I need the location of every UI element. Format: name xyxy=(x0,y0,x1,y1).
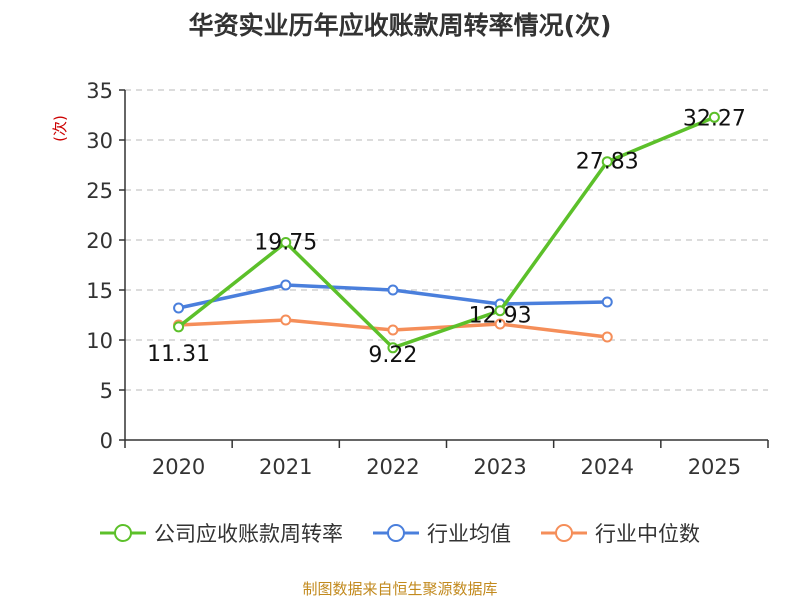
legend-label: 行业均值 xyxy=(427,522,511,546)
y-tick-label: 10 xyxy=(86,329,113,353)
data-point xyxy=(601,296,613,308)
y-tick-label: 5 xyxy=(100,379,113,403)
data-point xyxy=(280,279,292,291)
y-tick-label: 0 xyxy=(100,429,113,453)
series-lines xyxy=(173,111,720,354)
x-tick-label: 2024 xyxy=(581,455,634,479)
data-label: 11.31 xyxy=(147,342,210,367)
y-tick-label: 20 xyxy=(86,229,113,253)
legend: 公司应收账款周转率 行业均值 行业中位数 xyxy=(0,518,800,548)
data-label: 12.93 xyxy=(469,304,532,329)
series-line xyxy=(177,115,716,350)
legend-item[interactable]: 行业均值 xyxy=(373,518,511,548)
data-point xyxy=(708,111,720,123)
grid-lines xyxy=(125,89,768,391)
data-point xyxy=(173,302,185,314)
legend-marker-icon xyxy=(100,524,146,542)
y-tick-label: 15 xyxy=(86,279,113,303)
data-label: 19.75 xyxy=(254,231,317,256)
data-label: 32.27 xyxy=(683,106,746,131)
data-point xyxy=(601,331,613,343)
y-tick-label: 25 xyxy=(86,179,113,203)
data-point xyxy=(387,324,399,336)
data-point xyxy=(280,237,292,248)
legend-marker-icon xyxy=(373,524,419,542)
y-tick-label: 35 xyxy=(86,79,113,103)
data-point xyxy=(280,314,292,326)
data-point xyxy=(494,305,506,317)
legend-label: 公司应收账款周转率 xyxy=(154,522,343,546)
source-note: 制图数据来自恒生聚源数据库 xyxy=(302,580,498,598)
legend-item[interactable]: 行业中位数 xyxy=(541,518,700,548)
x-tick-label: 2025 xyxy=(688,455,741,479)
chart-title: 华资实业历年应收账款周转率情况(次) xyxy=(188,11,612,40)
data-point xyxy=(601,156,613,168)
data-point xyxy=(173,321,185,333)
data-label: 9.22 xyxy=(368,343,417,368)
data-point xyxy=(494,318,506,330)
data-labels: 11.31 19.75 9.22 12.93 27.83 32.27 xyxy=(147,106,746,368)
legend-label: 行业中位数 xyxy=(595,522,700,546)
legend-marker-icon xyxy=(541,524,587,542)
legend-item[interactable]: 公司应收账款周转率 xyxy=(100,518,343,548)
y-tick-label: 30 xyxy=(86,129,113,153)
x-tick-label: 2021 xyxy=(259,455,312,479)
data-label: 27.83 xyxy=(576,150,639,175)
x-tick-label: 2023 xyxy=(473,455,526,479)
x-tick-label: 2022 xyxy=(366,455,419,479)
data-point xyxy=(387,342,399,354)
x-tick-label: 2020 xyxy=(152,455,205,479)
data-point xyxy=(387,284,399,296)
